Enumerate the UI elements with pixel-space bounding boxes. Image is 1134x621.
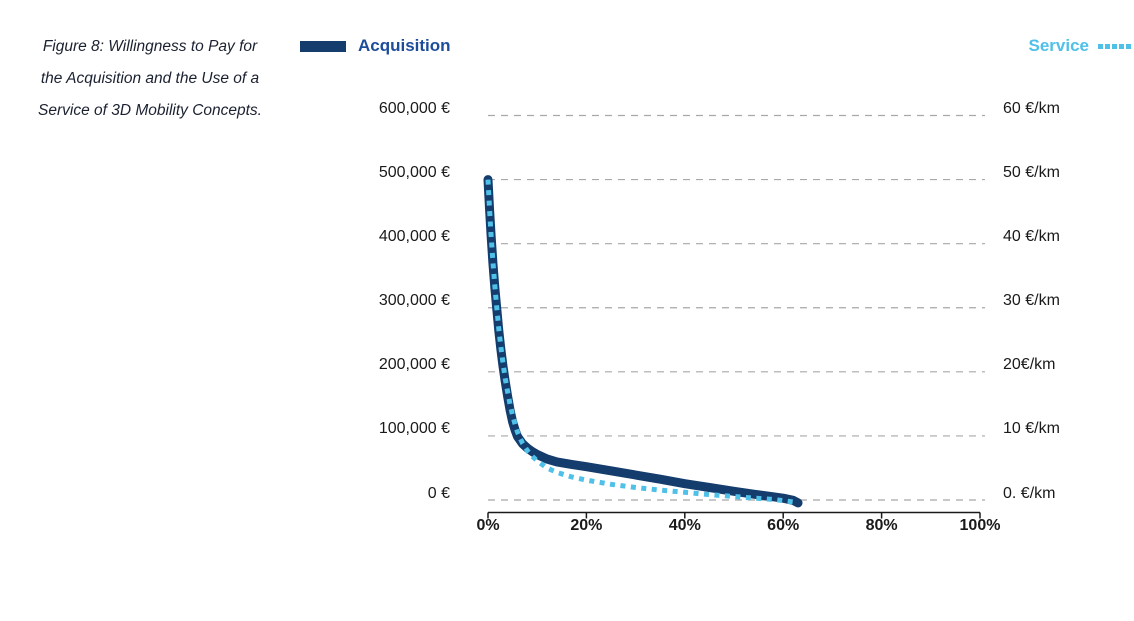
- figure-caption-line-2: the Acquisition and the Use of a: [40, 70, 260, 87]
- service-dotted-swatch: [1098, 43, 1131, 49]
- left-axis-tick-label: 0 €: [427, 484, 450, 502]
- x-axis-tick-label: 80%: [865, 517, 898, 534]
- x-axis-tick-label: 100%: [959, 517, 1001, 534]
- series-service-line: [485, 179, 794, 505]
- acquisition-legend-label: Acquisition: [358, 36, 451, 55]
- series-acquisition-line: [483, 175, 803, 508]
- left-axis-tick-label: 400,000 €: [378, 228, 450, 246]
- figure-caption-line-1: Figure 8: Willingness to Pay for: [42, 38, 258, 55]
- legend-service: Service: [1028, 35, 1131, 57]
- figure-caption: Figure 8: Willingness to Pay for the Acq…: [14, 31, 286, 127]
- service-legend-label: Service: [1028, 36, 1090, 55]
- x-axis-tick-label: 60%: [767, 517, 800, 534]
- figure-caption-line-3: Service of 3D Mobility Concepts.: [38, 102, 262, 119]
- left-axis-tick-label: 100,000 €: [378, 420, 450, 438]
- right-axis-tick-label: 50 €/km: [1003, 164, 1060, 182]
- left-axis-tick-label: 200,000 €: [378, 356, 450, 374]
- right-axis-tick-label: 0. €/km: [1003, 484, 1056, 502]
- acquisition-line-swatch: [300, 40, 346, 52]
- left-axis-tick-label: 300,000 €: [378, 292, 450, 310]
- x-axis-tick-label: 0%: [476, 517, 500, 534]
- right-axis-tick-label: 30 €/km: [1003, 292, 1060, 310]
- right-axis-tick-label: 40 €/km: [1003, 228, 1060, 246]
- right-axis-tick-label: 60 €/km: [1003, 100, 1060, 117]
- left-axis-tick-label: 600,000 €: [378, 100, 450, 117]
- x-axis-tick-label: 20%: [570, 517, 603, 534]
- right-axis-tick-label: 10 €/km: [1003, 420, 1060, 438]
- legend-acquisition: Acquisition: [300, 35, 451, 57]
- left-axis-tick-label: 500,000 €: [378, 164, 450, 182]
- right-axis-tick-label: 20€/km: [1003, 356, 1056, 374]
- x-axis-tick-label: 40%: [668, 517, 701, 534]
